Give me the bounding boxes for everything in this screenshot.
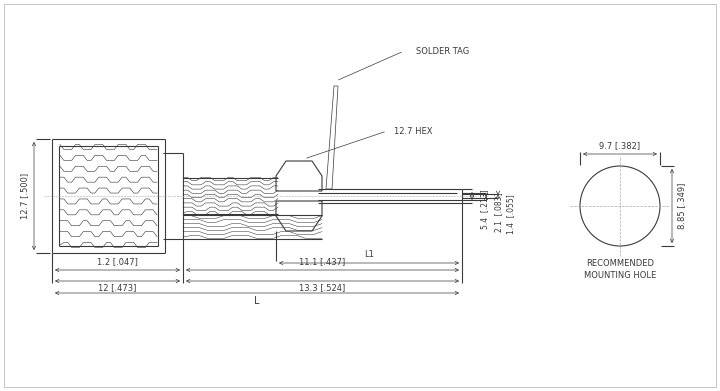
Text: 2.1  [.083]: 2.1 [.083]	[494, 193, 503, 233]
Text: L: L	[254, 296, 260, 306]
Text: 12 [.473]: 12 [.473]	[99, 283, 137, 292]
Text: 11.1 [.437]: 11.1 [.437]	[300, 257, 346, 266]
Text: RECOMMENDED: RECOMMENDED	[586, 260, 654, 269]
Text: L1: L1	[364, 250, 374, 259]
Text: 1.2 [.047]: 1.2 [.047]	[97, 257, 138, 266]
Text: MOUNTING HOLE: MOUNTING HOLE	[584, 271, 656, 280]
Text: 13.3 [.524]: 13.3 [.524]	[300, 283, 346, 292]
Polygon shape	[326, 86, 338, 189]
Text: 5.4  [.213]: 5.4 [.213]	[480, 189, 489, 229]
Text: SOLDER TAG: SOLDER TAG	[416, 47, 469, 56]
Polygon shape	[276, 161, 322, 191]
Text: 9.7 [.382]: 9.7 [.382]	[600, 141, 641, 150]
Polygon shape	[276, 201, 322, 231]
Text: 1.4  [.055]: 1.4 [.055]	[506, 194, 515, 234]
Text: 12.7 [.500]: 12.7 [.500]	[20, 173, 30, 219]
Text: 12.7 HEX: 12.7 HEX	[394, 127, 433, 136]
Text: 8.85 [.349]: 8.85 [.349]	[677, 183, 686, 229]
